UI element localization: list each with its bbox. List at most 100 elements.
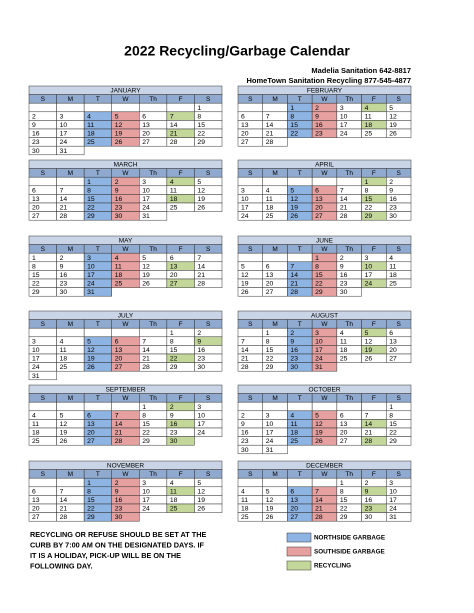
- day-cell: [237, 401, 263, 412]
- day: 17: [365, 272, 373, 279]
- day: 21: [315, 506, 323, 513]
- day: 19: [290, 205, 298, 212]
- day: 1: [87, 179, 91, 186]
- day: 11: [241, 497, 248, 504]
- day: 25: [389, 281, 397, 288]
- day: 22: [87, 506, 95, 513]
- day-cell: [287, 477, 313, 488]
- day: 28: [60, 213, 68, 220]
- day-cell: [386, 512, 412, 522]
- day: 15: [290, 122, 298, 129]
- day: 10: [365, 263, 373, 270]
- day: 2: [115, 480, 119, 487]
- day: 9: [290, 338, 294, 345]
- day: 27: [170, 281, 178, 288]
- day: 19: [266, 506, 274, 513]
- day-cell: [311, 362, 338, 372]
- weekday: F: [372, 96, 376, 103]
- weekday: S: [396, 96, 401, 103]
- day: 7: [197, 255, 201, 262]
- day: 29: [365, 213, 373, 220]
- weekday: M: [272, 246, 277, 253]
- day: 13: [87, 421, 95, 428]
- weekday: S: [248, 170, 253, 177]
- day: 27: [32, 213, 40, 220]
- day: 1: [87, 480, 91, 487]
- day-cell: [166, 436, 195, 446]
- day: 5: [60, 412, 64, 419]
- title: 2022 Recycling/Garbage Calendar: [124, 43, 350, 59]
- day: 27: [340, 438, 348, 445]
- weekday: S: [396, 395, 401, 402]
- month-name: MAY: [119, 238, 133, 245]
- day: 9: [389, 187, 393, 194]
- day: 4: [389, 255, 393, 262]
- day: 6: [32, 488, 36, 495]
- day: 25: [290, 438, 298, 445]
- day: 5: [197, 179, 201, 186]
- day: 8: [170, 338, 174, 345]
- day: 20: [87, 430, 95, 437]
- day: 28: [60, 514, 68, 521]
- day: 7: [60, 488, 64, 495]
- weekday: W: [122, 395, 129, 402]
- day-cell: [28, 176, 57, 187]
- day: 10: [60, 122, 68, 129]
- day: 24: [266, 438, 274, 445]
- weekday: M: [68, 395, 73, 402]
- legend-swatch: [286, 546, 312, 557]
- day: 10: [142, 488, 150, 495]
- day: 30: [340, 289, 348, 296]
- day: 9: [241, 421, 245, 428]
- day: 24: [340, 131, 348, 138]
- day: 28: [142, 364, 150, 371]
- day: 27: [315, 213, 323, 220]
- day: 4: [115, 255, 119, 262]
- weekday: W: [122, 471, 129, 478]
- day: 10: [87, 263, 95, 270]
- day-cell: [361, 401, 387, 412]
- day: 30: [32, 148, 40, 155]
- day-cell: [194, 427, 223, 437]
- day: 14: [266, 122, 274, 129]
- day: 12: [60, 421, 68, 428]
- day: 5: [197, 480, 201, 487]
- weekday: Th: [149, 471, 157, 478]
- weekday: T: [298, 246, 302, 253]
- day: 17: [87, 272, 95, 279]
- day: 11: [60, 347, 67, 354]
- notice: CURB BY 7:00 AM ON THE DESIGNATED DAYS. …: [30, 540, 204, 549]
- day: 20: [290, 506, 298, 513]
- day: 22: [340, 506, 348, 513]
- day: 31: [87, 289, 95, 296]
- month-name: DECEMBER: [306, 463, 343, 470]
- day: 6: [241, 113, 245, 120]
- day-cell: [56, 477, 85, 488]
- day-cell: [28, 401, 57, 412]
- day: 10: [389, 488, 397, 495]
- day: 6: [170, 255, 174, 262]
- legend-swatch: [286, 532, 312, 543]
- day: 17: [197, 421, 205, 428]
- weekday: S: [248, 471, 253, 478]
- day: 27: [266, 289, 274, 296]
- day: 28: [241, 364, 249, 371]
- weekday: Th: [345, 96, 353, 103]
- day: 22: [290, 131, 298, 138]
- day-cell: [237, 477, 263, 488]
- day: 29: [340, 514, 348, 521]
- day: 30: [170, 438, 178, 445]
- day: 7: [241, 338, 245, 345]
- day: 10: [266, 421, 274, 428]
- day: 5: [87, 338, 91, 345]
- day: 24: [365, 281, 373, 288]
- month-name: APRIL: [315, 162, 334, 169]
- day: 28: [170, 139, 178, 146]
- weekday: S: [248, 96, 253, 103]
- day: 15: [170, 347, 178, 354]
- day-cell: [237, 252, 263, 263]
- weekday: S: [41, 96, 46, 103]
- day: 19: [87, 356, 95, 363]
- day: 30: [389, 213, 397, 220]
- day: 21: [60, 205, 68, 212]
